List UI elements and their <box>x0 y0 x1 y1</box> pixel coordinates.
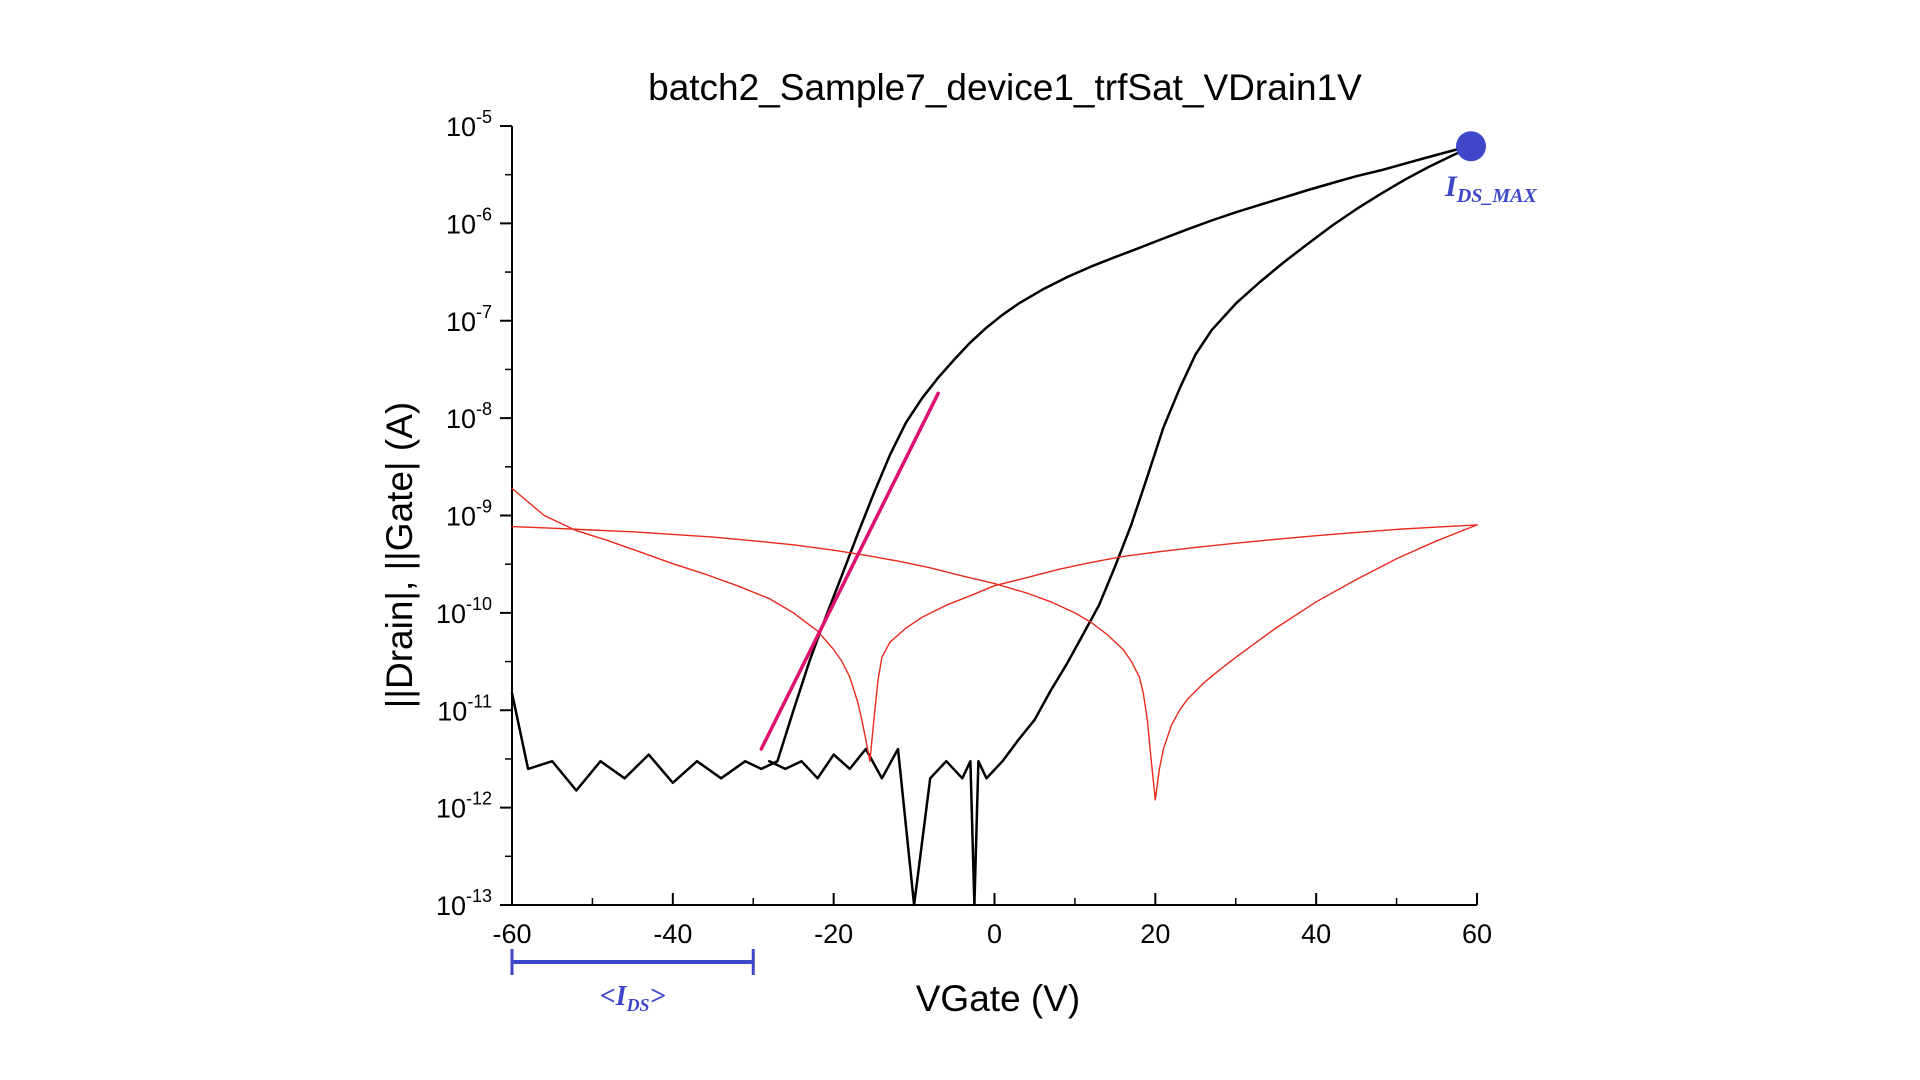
y-axis-label: ||Drain|, ||Gate| (A) <box>379 402 420 708</box>
y-tick-label: 10-10 <box>436 594 492 629</box>
y-tick-label: 10-8 <box>446 399 492 434</box>
series-line-1 <box>510 142 1479 792</box>
series-line-2 <box>768 142 1479 907</box>
ids-max-label: IDS_MAX <box>1444 170 1537 207</box>
series-line-4 <box>511 524 1478 801</box>
x-tick-label: 60 <box>1462 919 1492 949</box>
chart-title: batch2_Sample7_device1_trfSat_VDrain1V <box>648 67 1362 108</box>
y-tick-label: 10-12 <box>436 789 492 824</box>
y-tick-label: 10-7 <box>446 302 492 337</box>
plot-area: -60 -40 -20 0 20 40 60 10-5 10-6 10-7 10-8 10-9 10-1… <box>436 107 1538 1015</box>
ids-max-marker <box>1456 131 1486 162</box>
fit-line <box>759 391 940 751</box>
x-tick-label: -20 <box>814 919 853 949</box>
y-tick-label: 10-9 <box>446 497 492 532</box>
series-line-3 <box>511 487 1478 762</box>
y-tick-label: 10-6 <box>446 204 492 239</box>
x-tick-label: 20 <box>1140 919 1170 949</box>
x-axis-label: VGate (V) <box>916 978 1081 1019</box>
x-tick-label: 0 <box>987 919 1002 949</box>
y-tick-label: 10-5 <box>446 107 492 142</box>
ids-range-label: <IDS> <box>600 981 666 1015</box>
x-tick-label: -60 <box>492 919 531 949</box>
y-tick-label: 10-13 <box>436 886 492 921</box>
x-tick-label: 40 <box>1301 919 1331 949</box>
x-tick-label: -40 <box>653 919 692 949</box>
y-tick-label: 10-11 <box>437 691 492 726</box>
